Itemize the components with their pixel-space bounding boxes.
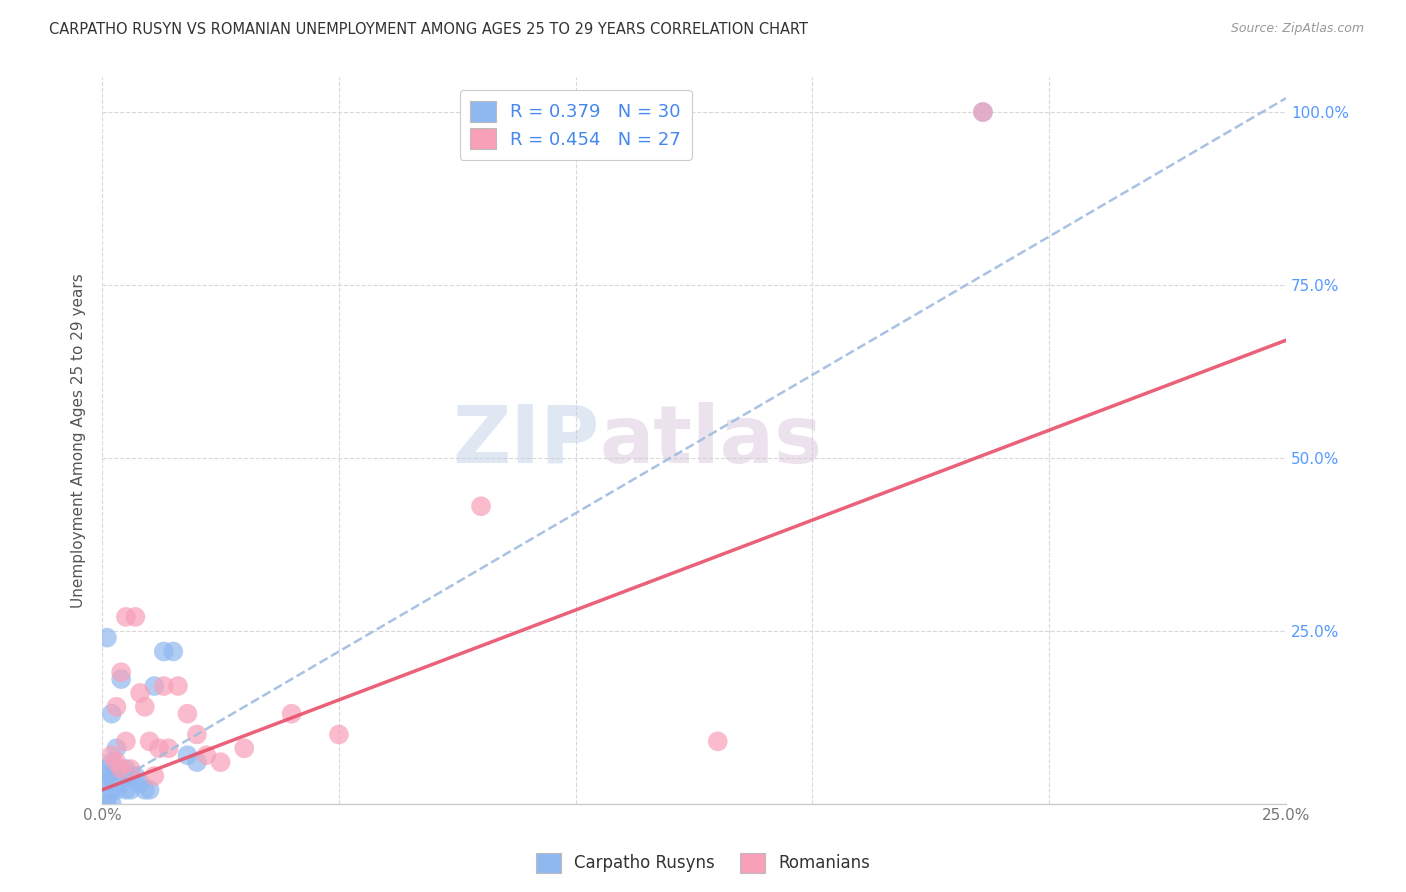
Point [167,679,190,693]
Point [96,797,118,811]
Point [972,105,994,120]
Text: ZIP: ZIP [453,401,599,480]
Point [186,727,208,741]
Point [96,631,118,645]
Point [115,734,138,748]
Point [115,782,138,797]
Point [129,776,152,790]
Text: Source: ZipAtlas.com: Source: ZipAtlas.com [1230,22,1364,36]
Point [115,762,138,776]
Point [176,706,198,721]
Point [972,105,994,120]
Legend: Carpatho Rusyns, Romanians: Carpatho Rusyns, Romanians [529,847,877,880]
Point [138,782,160,797]
Point [96,762,118,776]
Point [100,755,122,769]
Point [105,699,128,714]
Point [134,699,156,714]
Point [100,748,122,763]
Point [120,762,142,776]
Point [143,769,166,783]
Point [209,755,232,769]
Point [152,679,174,693]
Point [105,755,128,769]
Point [105,741,128,756]
Point [157,741,180,756]
Point [233,741,256,756]
Point [96,789,118,804]
Text: atlas: atlas [599,401,823,480]
Point [96,769,118,783]
Point [124,769,146,783]
Point [100,769,122,783]
Point [124,610,146,624]
Point [110,762,132,776]
Point [96,776,118,790]
Point [110,672,132,686]
Point [176,748,198,763]
Point [129,686,152,700]
Point [162,644,184,658]
Point [195,748,218,763]
Point [186,755,208,769]
Point [706,734,728,748]
Y-axis label: Unemployment Among Ages 25 to 29 years: Unemployment Among Ages 25 to 29 years [72,273,86,608]
Text: CARPATHO RUSYN VS ROMANIAN UNEMPLOYMENT AMONG AGES 25 TO 29 YEARS CORRELATION CH: CARPATHO RUSYN VS ROMANIAN UNEMPLOYMENT … [49,22,808,37]
Point [280,706,302,721]
Point [138,734,160,748]
Point [470,500,492,514]
Point [120,769,142,783]
Point [134,782,156,797]
Point [105,769,128,783]
Point [100,706,122,721]
Legend: R = 0.379   N = 30, R = 0.454   N = 27: R = 0.379 N = 30, R = 0.454 N = 27 [460,90,692,160]
Point [110,665,132,680]
Point [105,782,128,797]
Point [148,741,170,756]
Point [115,610,138,624]
Point [120,782,142,797]
Point [152,644,174,658]
Point [100,782,122,797]
Point [110,776,132,790]
Point [143,679,166,693]
Point [100,797,122,811]
Point [328,727,350,741]
